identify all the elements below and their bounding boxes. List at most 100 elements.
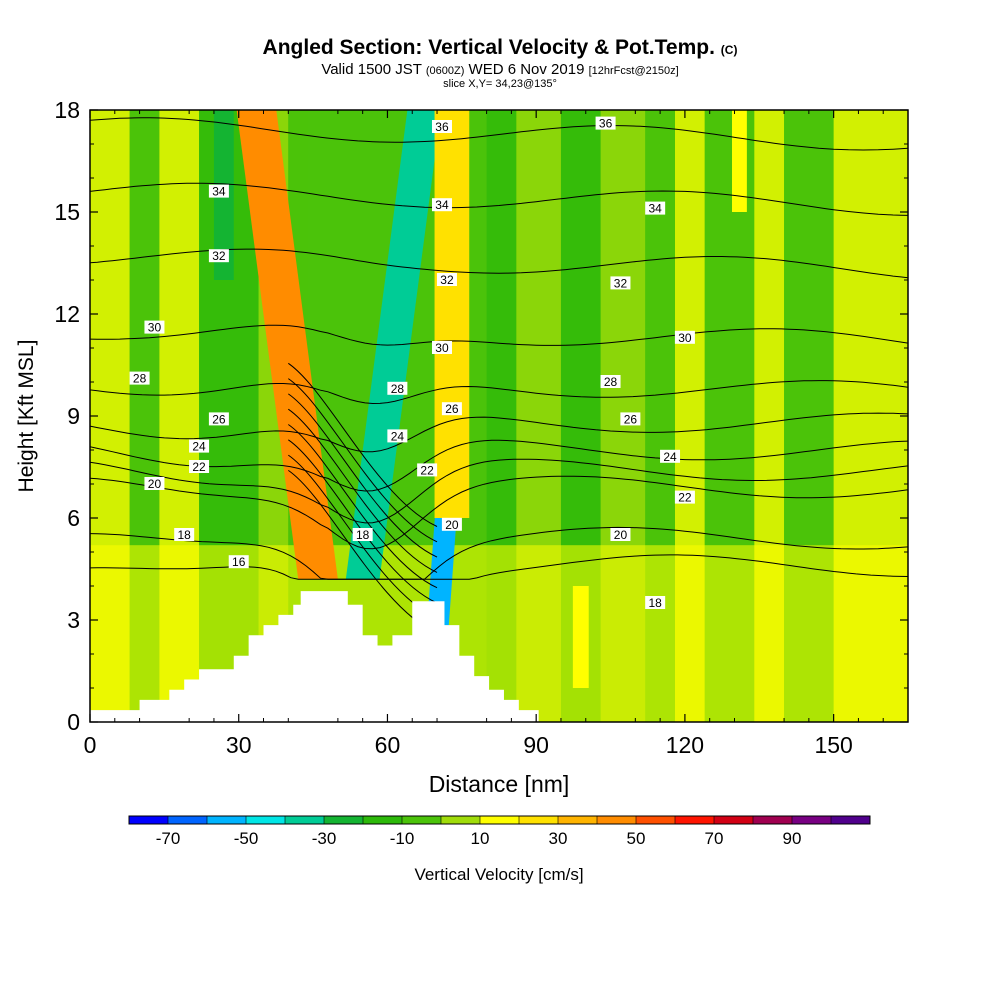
contour-label-box [189,439,210,453]
contour-label: 18 [178,528,192,542]
contour-label-box [436,273,457,286]
contour-label: 34 [212,185,226,199]
colorbar-swatch [597,816,637,824]
velocity-band [236,110,338,580]
contour-label: 16 [232,555,246,569]
isentrope-line [288,378,438,543]
contour-label: 24 [192,440,206,454]
isentrope-line [90,439,908,492]
valid-utc: (0600Z) [425,65,465,77]
colorbar-tick-label: -30 [312,829,337,848]
colorbar-swatch [246,816,286,824]
x-tick-label: 30 [226,732,252,758]
colorbar-tick-label: -10 [390,829,415,848]
contour-label-box [595,116,616,130]
colorbar-frame [128,815,871,825]
isentrope-line [90,117,908,151]
isentrope-line [90,380,908,405]
isentrope-line [288,362,438,527]
colorbar-swatch [207,816,247,824]
contour-label-box [144,320,165,334]
contour-label-box [129,371,150,385]
contour-label: 20 [614,528,628,542]
x-tick-label: 90 [523,732,549,758]
contour-label-box [600,375,621,388]
isentrope-line [90,458,908,524]
contour-label: 30 [678,331,692,345]
contour-label: 18 [356,528,370,542]
x-tick-label: 120 [666,732,704,758]
colorbar-swatch [402,816,442,824]
contour-label: 24 [391,429,405,443]
colorbar-tick-label: -50 [234,829,259,848]
colorbar-tick-label: 30 [549,829,568,848]
slice-info: slice X,Y= 34,23@135° [443,78,557,90]
contour-label-box [674,330,695,344]
contour-label: 26 [212,412,226,426]
colorbar-swatch [636,816,676,824]
contour-label: 30 [148,321,162,335]
contour-label: 32 [440,273,454,287]
colorbar-tick-label: 50 [627,829,646,848]
colorbar-tick-label: 10 [471,829,490,848]
colorbar-swatch [363,816,403,824]
isentrope-line [288,424,438,589]
y-tick-label: 15 [54,199,80,225]
contour-label-box [441,402,462,416]
colorbar-swatch [792,816,832,824]
contour-label: 20 [445,518,459,532]
contour-label: 20 [148,477,162,491]
contour-label-box [441,517,462,531]
contour-label-box [352,528,373,541]
contour-label-box [387,381,408,395]
chart-title-block: Angled Section: Vertical Velocity & Pot.… [0,36,1000,90]
colorbar-swatch [324,816,364,824]
isentrope-line [90,475,908,550]
contour-label: 28 [133,372,147,386]
isentrope-line [90,412,908,453]
contour-label: 28 [391,382,405,396]
terrain-fill [90,591,908,722]
contour-label-box [189,460,210,473]
contour-label-box [431,198,452,212]
colorbar-label: Vertical Velocity [cm/s] [414,865,583,884]
contour-label-box [610,528,631,541]
isentrope-line [90,554,908,580]
colorbar-tick-label: 90 [783,829,802,848]
velocity-band [572,586,589,688]
valid-time: Valid 1500 JST [321,61,422,78]
x-tick-label: 60 [375,732,401,758]
contour-labels: 16 18 20 22 24 26 28 30 32 34 36 18 20 22 24 26 28 30 32 34… [129,116,695,610]
contour-label: 32 [614,276,628,290]
contour-label-box [674,490,695,504]
colorbar-swatch [441,816,481,824]
contour-label-box [620,412,641,426]
chart-title: Angled Section: Vertical Velocity & Pot.… [262,36,715,59]
contour-label-box [431,341,452,354]
contour-label: 30 [435,341,449,355]
contour-label: 26 [445,402,459,416]
contour-label-box [228,555,249,569]
terrain [90,591,908,722]
contour-label-box [417,463,438,477]
y-tick-label: 12 [54,301,80,327]
y-axis-label: Height [Kft MSL] [15,340,38,493]
velocity-band [732,110,747,212]
contour-label: 34 [648,202,662,216]
contour-label: 28 [604,375,618,389]
isentrope-line [90,324,908,346]
y-tick-label: 9 [67,403,80,429]
isentrope-line [288,408,438,573]
colorbar-swatch [480,816,520,824]
contour-label-box [645,596,666,609]
contour-label-box [610,276,631,290]
contour-label-box [208,249,229,263]
contour-label-box [645,201,666,215]
y-tick-label: 3 [67,607,80,633]
contour-label: 26 [624,412,638,426]
colorbar-tick-label: 70 [705,829,724,848]
contour-label: 22 [678,491,692,505]
contour-label: 36 [599,117,613,131]
y-tick-label: 0 [67,709,80,735]
